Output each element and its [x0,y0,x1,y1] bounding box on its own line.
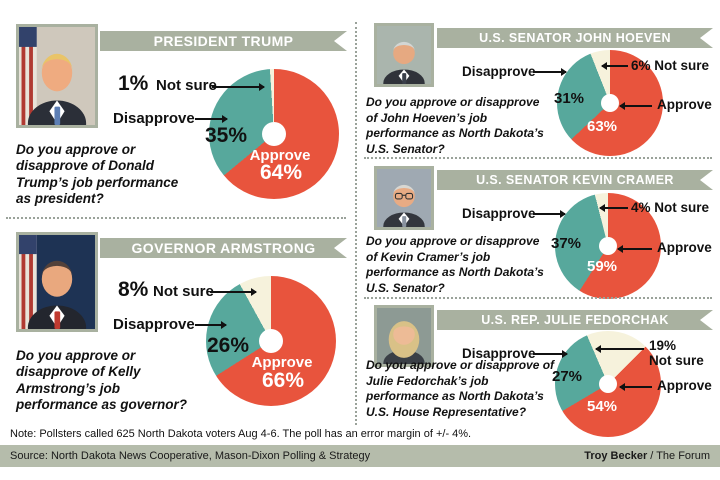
approve-percent: 54% [586,398,618,415]
approve-label: Approve [657,378,712,393]
portrait-avatar-graphic [377,26,431,84]
portrait-avatar-graphic [377,308,431,364]
poll-question-cramer: Do you approve or disapprove of Kevin Cr… [366,234,544,295]
donut-hole [262,122,286,146]
credit-publication: / The Forum [647,450,710,462]
approve-percent: 64% [259,161,303,184]
disapprove-label: Disapprove [462,64,536,79]
not-sure-callout-line [212,83,265,91]
poll-question-hoeven: Do you approve or disapprove of John Hoe… [366,95,544,156]
separator-vertical [355,22,357,425]
poll-question-trump: Do you approve or disapprove of Donald T… [16,142,179,207]
disapprove-label: Disapprove [462,206,536,221]
approve-percent: 66% [261,369,305,392]
not-sure-label: Not sure [649,353,704,368]
panel-title: U.S. SENATOR KEVIN CRAMER [476,173,674,187]
poll-question-armstrong: Do you approve or disapprove of Kelly Ar… [16,348,188,413]
not-sure-callout: 6% Not sure [631,58,709,73]
panel-header-trump: PRESIDENT TRUMP [100,31,347,51]
disapprove-callout-line [195,115,228,123]
disapprove-percent: 27% [552,368,583,385]
donut-hole [599,375,617,393]
not-sure-callout-line [599,204,628,212]
disapprove-label: Disapprove [113,110,195,127]
portrait-avatar-graphic [377,169,431,227]
portrait-avatar-graphic [19,27,95,125]
donut-hole [601,94,619,112]
portrait-avatar-graphic [19,235,95,329]
approval-pie-chart-armstrong [206,276,336,406]
separator-right-2 [364,297,712,299]
not-sure-label: Not sure [156,77,217,94]
disapprove-callout-line [533,68,567,76]
disapprove-label: Disapprove [113,316,195,333]
panel-title: PRESIDENT TRUMP [153,33,294,49]
disapprove-percent: 35% [205,124,248,147]
not-sure-callout-line [595,345,644,353]
approve-percent: 63% [586,118,618,135]
panel-title: U.S. REP. JULIE FEDORCHAK [481,313,669,327]
source-bar: Source: North Dakota News Cooperative, M… [0,445,720,467]
approval-pie-chart-cramer [555,193,661,299]
panel-header-hoeven: U.S. SENATOR JOHN HOEVEN [437,28,713,48]
credit-author: Troy Becker [584,450,648,462]
approve-label: Approve [249,147,311,164]
disapprove-callout-line [533,350,568,358]
approve-label: Approve [657,97,712,112]
portrait-kevin-cramer [374,166,434,230]
approve-label: Approve [251,354,313,371]
not-sure-label: Not sure [654,58,710,73]
panel-header-cramer: U.S. SENATOR KEVIN CRAMER [437,170,713,190]
disapprove-label: Disapprove [462,346,536,361]
not-sure-callout: 4% Not sure [631,200,709,215]
disapprove-percent: 37% [551,235,582,252]
not-sure-percent: 8% [118,278,149,301]
donut-hole [259,329,283,353]
not-sure-label: Not sure [153,283,214,300]
donut-hole [599,237,617,255]
disapprove-percent: 26% [207,334,250,357]
approve-callout-line [617,245,652,253]
poll-question-fedorchak: Do you approve or disapprove of Julie Fe… [366,358,555,419]
portrait-julie-fedorchak [374,305,434,367]
portrait-donald-trump [16,24,98,128]
approve-percent: 59% [586,258,618,275]
credit-text: Troy Becker / The Forum [584,450,710,462]
approve-label: Approve [657,240,712,255]
disapprove-callout-line [533,210,566,218]
portrait-kelly-armstrong [16,232,98,332]
not-sure-percent: 6% [631,58,651,73]
approval-pie-chart-hoeven [557,50,663,156]
approve-callout-line [619,102,652,110]
not-sure-label: Not sure [654,200,710,215]
source-text: Source: North Dakota News Cooperative, M… [10,450,371,462]
approve-callout-line [619,383,652,391]
panel-header-fedorchak: U.S. REP. JULIE FEDORCHAK [437,310,713,330]
separator-right-1 [364,157,712,159]
not-sure-callout-line [210,288,257,296]
not-sure-percent: 4% [631,200,651,215]
disapprove-percent: 31% [554,90,585,107]
panel-header-armstrong: GOVERNOR ARMSTRONG [100,238,347,258]
not-sure-percent: 1% [118,72,149,95]
not-sure-callout-line [601,62,628,70]
methodology-note: Note: Pollsters called 625 North Dakota … [10,428,472,440]
approval-pie-chart-trump [209,69,339,199]
panel-title: U.S. SENATOR JOHN HOEVEN [479,31,671,45]
not-sure-percent: 19% [649,338,677,353]
panel-title: GOVERNOR ARMSTRONG [131,240,316,256]
portrait-john-hoeven [374,23,434,87]
separator-left-column [6,217,346,219]
disapprove-callout-line [195,321,227,329]
